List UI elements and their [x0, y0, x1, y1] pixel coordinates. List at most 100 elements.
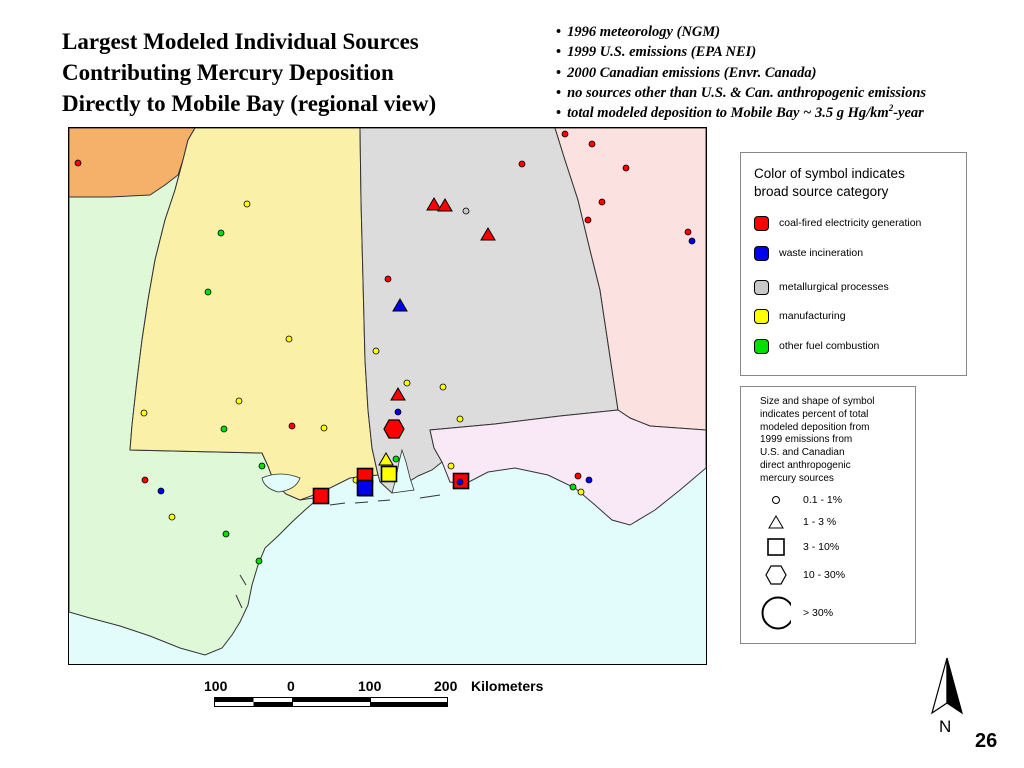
- region-georgia: [554, 128, 706, 431]
- source-marker-coal: [426, 197, 442, 211]
- large-circle-icon: [761, 596, 791, 630]
- source-marker-manufacturing: [439, 383, 447, 391]
- swatch-manufacturing: [754, 308, 769, 324]
- source-marker-other: [569, 483, 577, 491]
- legend-label: other fuel combustion: [779, 340, 880, 352]
- swatch-coal: [754, 215, 769, 231]
- triangle-icon: [761, 515, 791, 529]
- lake-pontchartrain: [261, 473, 301, 493]
- source-marker-coal: [437, 198, 453, 212]
- legend-header-line: Color of symbol indicates: [754, 166, 905, 181]
- legend-label: 3 - 10%: [803, 541, 840, 553]
- source-marker-coal: [390, 387, 406, 401]
- source-marker-manufacturing: [380, 465, 398, 483]
- source-marker-coal: [141, 476, 149, 484]
- scale-tick-label: 100: [204, 678, 228, 694]
- source-marker-coal: [312, 487, 330, 505]
- source-marker-coal: [480, 227, 496, 241]
- scale-tick-label: 0: [287, 678, 295, 694]
- legend-label: manufacturing: [779, 310, 846, 322]
- legend-label: coal-fired electricity generation: [779, 217, 922, 229]
- source-marker-coal: [383, 419, 405, 439]
- note-deposition-prefix: total modeled deposition to Mobile Bay ~…: [567, 105, 889, 122]
- legend-size-item: 0.1 - 1%: [761, 493, 842, 507]
- small-circle-icon: [761, 495, 791, 505]
- legend-header-line: broad source category: [754, 184, 889, 199]
- source-marker-waste: [157, 487, 165, 495]
- legend-header-line: Size and shape of symbol: [760, 396, 875, 407]
- legend-header-line: direct anthropogenic: [760, 459, 851, 471]
- legend-category-header: Color of symbol indicates broad source c…: [754, 165, 905, 201]
- source-marker-manufacturing: [456, 415, 464, 423]
- source-marker-coal: [518, 160, 526, 168]
- legend-header-line: modeled deposition from: [760, 421, 870, 433]
- source-marker-other: [255, 557, 263, 565]
- page-number: 26: [975, 730, 998, 752]
- title-line: Contributing Mercury Deposition: [62, 60, 394, 85]
- scale-bar: 100 0 100 200 Kilometers: [200, 678, 570, 718]
- note-deposition: total modeled deposition to Mobile Bay ~…: [556, 103, 1016, 123]
- source-marker-coal: [574, 472, 582, 480]
- legend-label: 1 - 3 %: [803, 516, 837, 528]
- legend-symbol-size: Size and shape of symbol indicates perce…: [740, 386, 916, 644]
- note-item: 2000 Canadian emissions (Envr. Canada): [556, 63, 1016, 83]
- legend-size-item: 3 - 10%: [761, 537, 839, 557]
- source-marker-manufacturing: [320, 424, 328, 432]
- model-notes: 1996 meteorology (NGM) 1999 U.S. emissio…: [556, 22, 1016, 123]
- source-marker-coal: [74, 159, 82, 167]
- barrier-islands: [235, 494, 441, 609]
- north-arrow-icon: [930, 657, 964, 715]
- source-marker-other: [258, 462, 266, 470]
- source-marker-other: [217, 229, 225, 237]
- source-marker-coal: [598, 198, 606, 206]
- source-marker-coal: [588, 140, 596, 148]
- source-marker-coal: [561, 130, 569, 138]
- source-marker-coal: [584, 216, 592, 224]
- legend-item-other-fuel: other fuel combustion: [754, 337, 879, 355]
- source-marker-manufacturing: [235, 397, 243, 405]
- legend-item-manufacturing: manufacturing: [754, 307, 846, 325]
- legend-header-line: U.S. and Canadian: [760, 447, 845, 459]
- source-marker-other: [204, 288, 212, 296]
- source-marker-manufacturing: [403, 379, 411, 387]
- source-marker-coal: [288, 422, 296, 430]
- scale-tick-label: 200: [434, 678, 458, 694]
- note-item: 1996 meteorology (NGM): [556, 22, 1016, 42]
- source-marker-other: [220, 425, 228, 433]
- title-line: Directly to Mobile Bay (regional view): [62, 91, 437, 116]
- source-marker-waste: [585, 476, 593, 484]
- source-marker-waste: [356, 479, 374, 497]
- source-marker-manufacturing: [378, 452, 394, 466]
- square-icon: [761, 538, 791, 556]
- title-line: Largest Modeled Individual Sources: [62, 29, 419, 54]
- source-marker-coal: [622, 164, 630, 172]
- legend-label: 10 - 30%: [803, 569, 846, 581]
- hexagon-icon: [761, 565, 791, 585]
- slide-title: Largest Modeled Individual Sources Contr…: [62, 26, 532, 119]
- source-marker-waste: [394, 408, 402, 416]
- legend-source-category: Color of symbol indicates broad source c…: [740, 152, 967, 376]
- scale-unit: Kilometers: [471, 678, 544, 694]
- note-item: no sources other than U.S. & Can. anthro…: [556, 83, 1016, 103]
- legend-size-item: 10 - 30%: [761, 564, 845, 586]
- source-marker-manufacturing: [447, 462, 455, 470]
- source-marker-manufacturing: [285, 335, 293, 343]
- north-arrow: N: [920, 655, 970, 745]
- source-marker-metallurgical: [462, 207, 470, 215]
- legend-item-coal: coal-fired electricity generation: [754, 214, 921, 232]
- note-deposition-sup: 2: [888, 103, 894, 114]
- note-item: 1999 U.S. emissions (EPA NEI): [556, 42, 1016, 62]
- source-marker-other: [222, 530, 230, 538]
- scale-bar-graphic: [214, 697, 448, 707]
- legend-item-waste: waste incineration: [754, 244, 863, 262]
- source-marker-manufacturing: [243, 200, 251, 208]
- note-deposition-suffix: -year: [893, 105, 924, 122]
- source-marker-waste: [392, 298, 408, 312]
- swatch-waste: [754, 245, 769, 261]
- legend-size-header: Size and shape of symbol indicates perce…: [760, 396, 910, 486]
- swatch-metallurgical: [754, 279, 769, 295]
- source-marker-waste: [688, 237, 696, 245]
- source-marker-manufacturing: [577, 488, 585, 496]
- source-marker-manufacturing: [140, 409, 148, 417]
- source-marker-manufacturing: [168, 513, 176, 521]
